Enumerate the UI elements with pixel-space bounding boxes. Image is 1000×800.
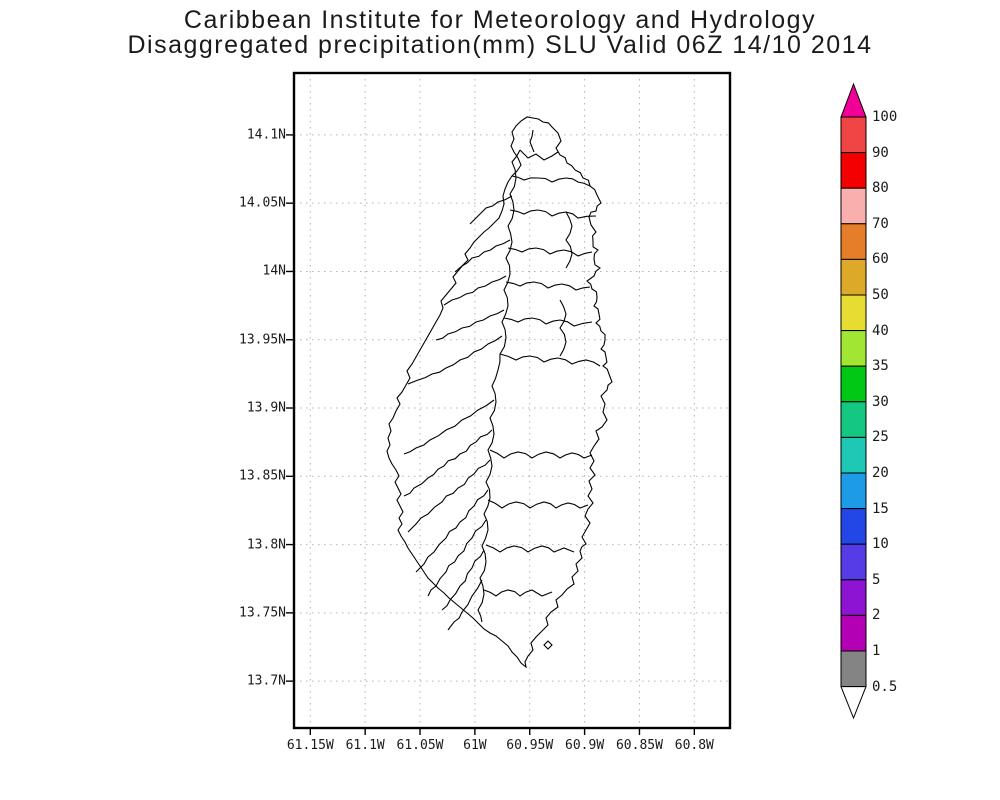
y-axis-label: 14.1N [216,127,286,142]
colorbar-cell [841,366,866,402]
colorbar-label: 50 [872,287,889,303]
watershed-line [506,282,590,290]
colorbar-cell [841,295,866,331]
watershed-line [484,590,552,596]
colorbar-label: 80 [872,180,889,196]
colorbar-label: 90 [872,145,889,161]
colorbar-label: 2 [872,607,880,623]
watershed-line [408,336,502,384]
colorbar-cell [841,224,866,260]
axis-ticks [286,135,694,735]
colorbar-label: 30 [872,394,889,410]
precipitation-colorbar [841,84,866,718]
colorbar-cell [841,509,866,545]
watershed-line [512,176,590,186]
x-axis-label: 60.9W [565,738,604,753]
offshore-islet [544,641,552,649]
watershed-line [444,276,506,305]
colorbar-over-arrow [841,84,866,117]
x-axis-label: 61.05W [397,738,444,753]
y-axis-label: 13.95N [216,332,286,347]
colorbar-cell [841,402,866,438]
watershed-line [520,150,558,160]
x-axis-label: 61.15W [287,738,334,753]
colorbar-cell [841,188,866,224]
watershed-line [436,310,504,340]
grads-precipitation-plot: Caribbean Institute for Meteorology and … [0,0,1000,800]
colorbar-cell [841,117,866,153]
colorbar-cell [841,580,866,616]
colorbar-label: 25 [872,429,889,445]
watershed-line [508,248,592,256]
y-axis-label: 13.75N [216,605,286,620]
watershed-line [510,210,596,218]
colorbar-label: 20 [872,465,889,481]
colorbar-cell [841,331,866,367]
colorbar-label: 1 [872,643,880,659]
plot-border [294,73,730,728]
colorbar-cell [841,473,866,509]
y-axis-label: 13.9N [216,401,286,416]
watershed-line [530,130,534,152]
colorbar-label: 100 [872,109,897,125]
colorbar-cell [841,544,866,580]
coastline [387,117,612,667]
colorbar-label: 40 [872,323,889,339]
x-axis-label: 61.1W [346,738,385,753]
watershed-line [404,400,494,454]
colorbar-label: 70 [872,216,889,232]
y-axis-label: 13.85N [216,469,286,484]
colorbar-label: 5 [872,572,880,588]
colorbar-label: 15 [872,501,889,517]
watershed-line [442,550,484,610]
colorbar-label: 0.5 [872,679,897,695]
watershed-line [504,318,592,326]
saint-lucia-island [387,117,612,667]
watershed-line [470,196,512,224]
watershed-line [490,450,592,458]
colorbar-label: 10 [872,536,889,552]
y-axis-label: 14.05N [216,196,286,211]
watershed-line [566,212,572,268]
watershed-line [404,430,492,496]
colorbar-cell [841,615,866,651]
map-canvas [0,0,1000,800]
colorbar-cell [841,437,866,473]
x-axis-label: 60.95W [506,738,553,753]
watershed-line [408,460,490,532]
colorbar-label: 60 [872,251,889,267]
x-axis-label: 60.8W [675,738,714,753]
y-axis-label: 13.7N [216,674,286,689]
colorbar-under-arrow [841,687,866,718]
colorbar-label: 35 [872,358,889,374]
x-axis-label: 60.85W [616,738,663,753]
colorbar-cell [841,259,866,295]
watershed-line [455,240,510,272]
y-axis-label: 13.8N [216,537,286,552]
colorbar-cell [841,651,866,687]
y-axis-label: 14N [216,264,286,279]
watershed-line [488,500,588,508]
graticule-gridlines [294,73,730,728]
colorbar-cell [841,153,866,189]
x-axis-label: 61W [463,738,486,753]
watershed-line [560,300,566,356]
watershed-line [428,520,486,596]
